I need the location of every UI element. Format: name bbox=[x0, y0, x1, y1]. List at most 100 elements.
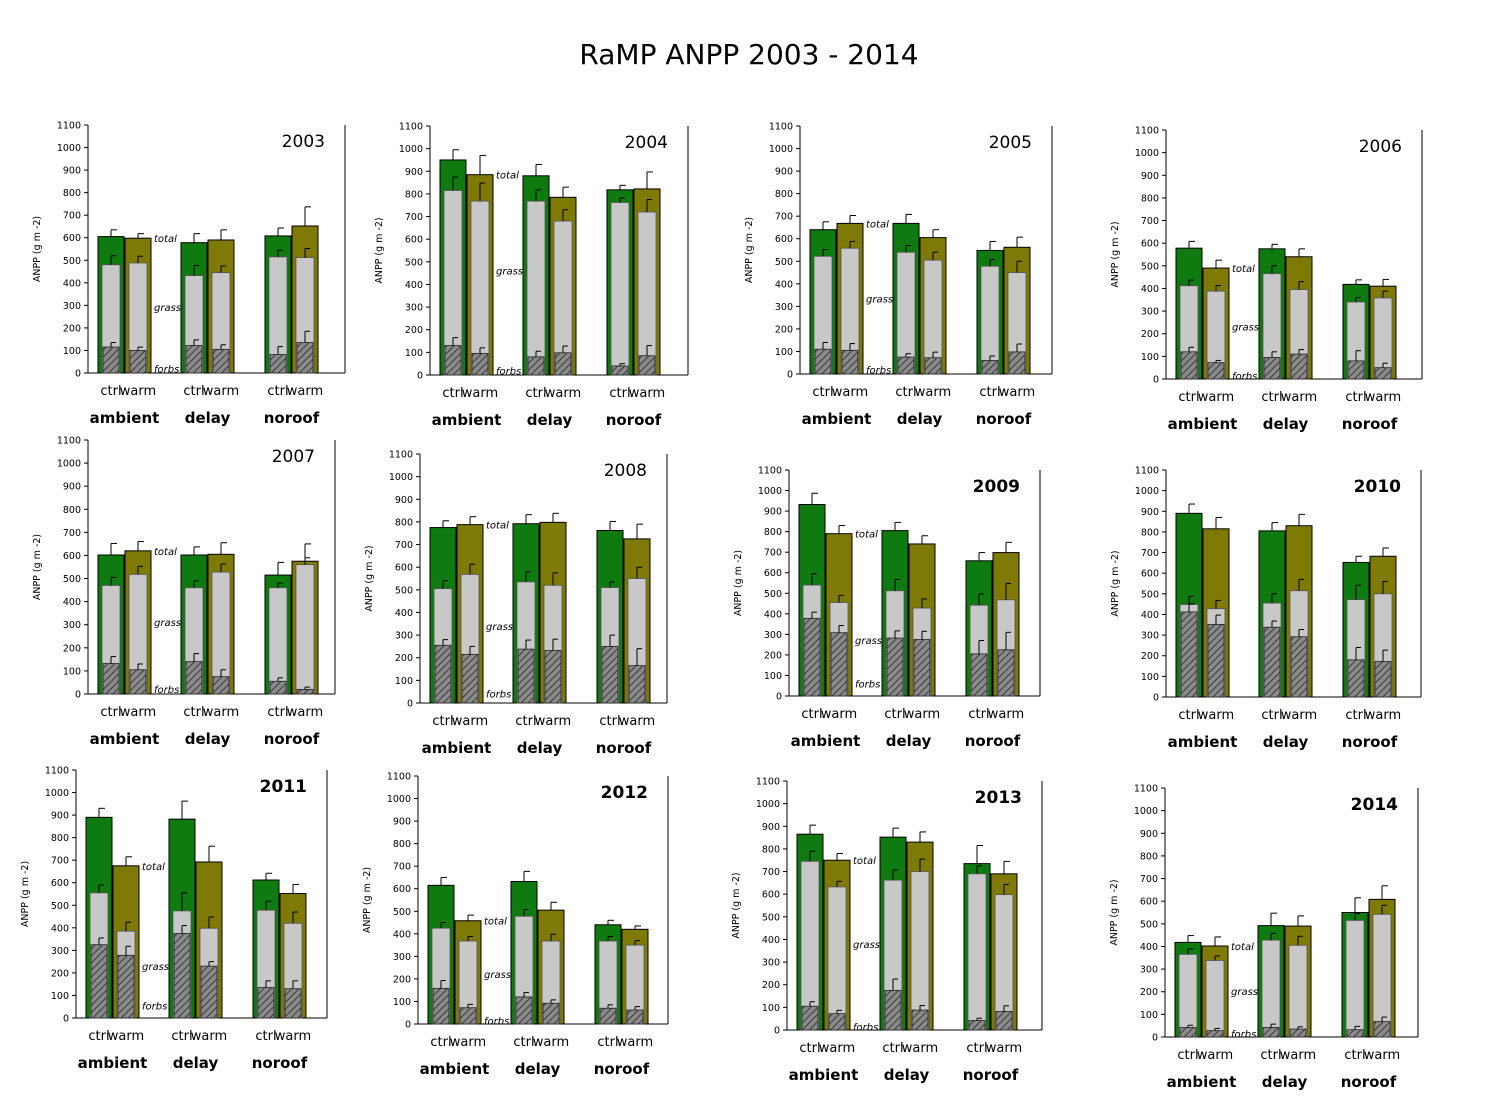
chart-panel-2014: 0 100 200 300 400 500 600 700 800 900 1000 1100 ANPP… bbox=[1109, 784, 1419, 1091]
y-tick-label: 800 bbox=[63, 188, 81, 199]
group-label-noroof: noroof bbox=[963, 1066, 1019, 1084]
y-tick-label: 1100 bbox=[1134, 784, 1158, 795]
y-tick-label: 800 bbox=[405, 189, 423, 200]
bar-forbs-delay-warm bbox=[911, 1009, 929, 1031]
treatment-label-warm: warm bbox=[287, 705, 323, 720]
treatment-label-warm: warm bbox=[617, 1035, 653, 1050]
y-tick-label: 400 bbox=[762, 935, 780, 946]
bar-forbs-noroof-ctrl bbox=[257, 987, 275, 1019]
bar-forbs-ambient-ctrl bbox=[434, 644, 452, 704]
chart-panel-2007: 0 100 200 300 400 500 600 700 800 900 1000 1100 ANPP… bbox=[32, 436, 336, 748]
y-axis-label: ANPP (g m -2) bbox=[1109, 879, 1120, 945]
series-annotation-grass: grass bbox=[866, 295, 893, 306]
y-axis-label: ANPP (g m -2) bbox=[374, 217, 385, 283]
series-annotation-total: total bbox=[496, 171, 519, 182]
y-tick-label: 300 bbox=[1140, 965, 1158, 976]
y-tick-label: 600 bbox=[51, 878, 69, 889]
bar-forbs-ambient-ctrl bbox=[814, 348, 832, 375]
y-tick-label: 600 bbox=[63, 233, 81, 244]
y-tick-label: 200 bbox=[1141, 329, 1159, 340]
bar-forbs-delay-ctrl bbox=[185, 345, 203, 374]
y-tick-label: 600 bbox=[1141, 569, 1159, 580]
y-axis-label: ANPP (g m -2) bbox=[364, 545, 375, 611]
chart-panel-2004: 0 100 200 300 400 500 600 700 800 900 1000 1100 ANPP… bbox=[374, 122, 689, 429]
y-tick-label: 300 bbox=[762, 958, 780, 969]
chart-title: 2009 bbox=[973, 477, 1020, 497]
y-tick-label: 0 bbox=[776, 692, 782, 703]
y-tick-label: 200 bbox=[762, 980, 780, 991]
y-tick-label: 0 bbox=[63, 1014, 69, 1025]
group-label-delay: delay bbox=[515, 1060, 561, 1078]
treatment-label-warm: warm bbox=[203, 384, 239, 399]
group-label-noroof: noroof bbox=[264, 730, 320, 748]
bar-forbs-ambient-warm bbox=[459, 1007, 477, 1025]
treatment-label-warm: warm bbox=[1365, 708, 1401, 723]
y-tick-label: 800 bbox=[775, 189, 793, 200]
bar-grass-noroof-ctrl bbox=[967, 873, 987, 1031]
bar-forbs-ambient-ctrl bbox=[102, 663, 120, 695]
y-tick-label: 800 bbox=[764, 527, 782, 538]
y-tick-label: 900 bbox=[63, 482, 81, 493]
y-tick-label: 0 bbox=[75, 690, 81, 701]
group-label-delay: delay bbox=[185, 409, 231, 427]
y-tick-label: 100 bbox=[63, 346, 81, 357]
bar-forbs-delay-ctrl bbox=[515, 996, 533, 1025]
y-tick-label: 500 bbox=[63, 256, 81, 267]
treatment-label-warm: warm bbox=[629, 386, 665, 401]
group-label-ambient: ambient bbox=[1168, 733, 1238, 751]
y-tick-label: 600 bbox=[405, 235, 423, 246]
treatment-label-ctrl: ctrl bbox=[1261, 708, 1282, 723]
y-tick-label: 400 bbox=[405, 280, 423, 291]
y-tick-label: 600 bbox=[63, 551, 81, 562]
series-annotation-total: total bbox=[486, 521, 509, 532]
treatment-label-warm: warm bbox=[1198, 390, 1234, 405]
bar-forbs-noroof-ctrl bbox=[1346, 1029, 1364, 1038]
bar-forbs-ambient-ctrl bbox=[432, 987, 450, 1025]
y-tick-label: 900 bbox=[51, 811, 69, 822]
chart-panel-2011: 0 100 200 300 400 500 600 700 800 900 1000 1100 ANPP… bbox=[20, 766, 328, 1072]
y-tick-label: 0 bbox=[417, 371, 423, 382]
y-tick-label: 400 bbox=[63, 278, 81, 289]
y-tick-label: 0 bbox=[75, 369, 81, 380]
series-annotation-forbs: forbs bbox=[142, 1001, 167, 1012]
bar-forbs-noroof-ctrl bbox=[599, 1007, 617, 1025]
bar-forbs-delay-warm bbox=[212, 348, 230, 374]
treatment-label-warm: warm bbox=[915, 385, 951, 400]
bar-forbs-delay-warm bbox=[1290, 636, 1308, 698]
y-tick-label: 1100 bbox=[1135, 466, 1159, 477]
group-label-delay: delay bbox=[1263, 733, 1309, 751]
y-tick-label: 1000 bbox=[756, 799, 780, 810]
bar-forbs-delay-ctrl bbox=[1263, 357, 1281, 380]
bar-forbs-delay-ctrl bbox=[517, 648, 535, 704]
treatment-label-warm: warm bbox=[108, 1029, 144, 1044]
bar-forbs-ambient-warm bbox=[830, 632, 848, 697]
y-tick-label: 500 bbox=[1141, 589, 1159, 600]
y-tick-label: 200 bbox=[395, 653, 413, 664]
series-annotation-total: total bbox=[154, 234, 177, 245]
y-tick-label: 900 bbox=[764, 507, 782, 518]
y-tick-label: 700 bbox=[395, 540, 413, 551]
series-annotation-total: total bbox=[1231, 942, 1254, 953]
group-label-noroof: noroof bbox=[1342, 415, 1398, 433]
bar-forbs-noroof-warm bbox=[628, 665, 646, 704]
y-tick-label: 1100 bbox=[769, 122, 793, 133]
bar-forbs-delay-ctrl bbox=[185, 661, 203, 695]
treatment-label-warm: warm bbox=[986, 1041, 1022, 1056]
y-tick-label: 1100 bbox=[387, 772, 411, 783]
y-tick-label: 0 bbox=[1152, 1033, 1158, 1044]
series-annotation-total: total bbox=[855, 530, 878, 541]
series-annotation-grass: grass bbox=[142, 962, 169, 973]
treatment-label-ctrl: ctrl bbox=[442, 386, 463, 401]
treatment-label-ctrl: ctrl bbox=[430, 1035, 451, 1050]
group-label-delay: delay bbox=[517, 739, 563, 757]
group-label-noroof: noroof bbox=[264, 409, 320, 427]
y-tick-label: 100 bbox=[1141, 352, 1159, 363]
series-annotation-grass: grass bbox=[484, 970, 511, 981]
series-annotation-grass: grass bbox=[496, 267, 523, 278]
series-annotation-forbs: forbs bbox=[866, 365, 891, 376]
treatment-label-ctrl: ctrl bbox=[1178, 390, 1199, 405]
treatment-label-ctrl: ctrl bbox=[513, 1035, 534, 1050]
y-tick-label: 500 bbox=[63, 574, 81, 585]
y-tick-label: 0 bbox=[1153, 375, 1159, 386]
bar-grass-ambient-warm bbox=[827, 886, 847, 1031]
